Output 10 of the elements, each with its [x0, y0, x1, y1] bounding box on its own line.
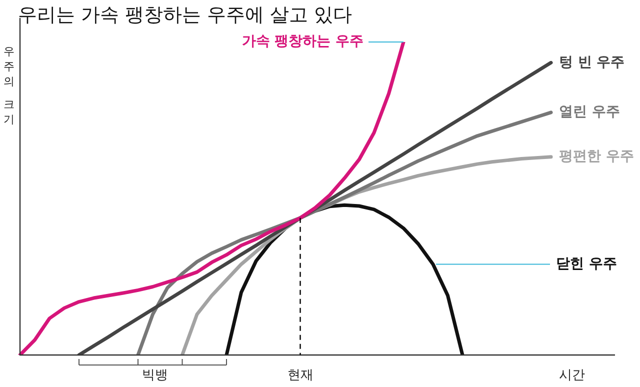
y-axis-title: 우주의 크기: [2, 44, 16, 127]
text: 현재: [287, 368, 314, 383]
series-label: 평편한 우주: [559, 148, 634, 165]
series-label: 열린 우주: [559, 104, 620, 120]
x-axis-title: 시간: [559, 368, 585, 383]
text: 빅뱅: [142, 368, 168, 383]
text: 닫힌 우주: [556, 256, 617, 272]
chart-title: 우리는 가속 팽창하는 우주에 살고 있다: [18, 3, 352, 28]
series-label: 텅 빈 우주: [559, 54, 625, 70]
text: 가속 팽창하는 우주: [242, 34, 364, 50]
